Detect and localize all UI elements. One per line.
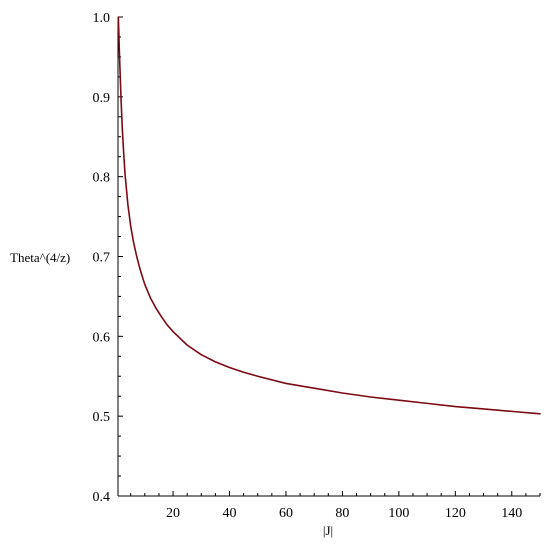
- series-line: [117, 16, 541, 415]
- y-tick-label: 0.6: [93, 330, 111, 345]
- x-tick-label: 120: [445, 506, 466, 521]
- y-tick-label: 0.7: [93, 251, 111, 266]
- series-layer: [117, 16, 541, 415]
- x-tick-label: 80: [335, 506, 349, 521]
- y-tick-label: 1.0: [93, 11, 111, 26]
- x-tick-label: 20: [166, 506, 180, 521]
- x-axis-label: |J|: [323, 523, 333, 538]
- x-tick-label: 140: [501, 506, 522, 521]
- y-tick-label: 0.9: [93, 91, 111, 106]
- x-tick-label: 60: [279, 506, 293, 521]
- y-tick-label: 0.5: [93, 410, 111, 425]
- y-tick-label: 0.8: [93, 171, 111, 186]
- x-tick-label: 100: [388, 506, 409, 521]
- y-tick-label: 0.4: [93, 490, 111, 505]
- x-tick-label: 40: [222, 506, 236, 521]
- y-axis-ticks: 0.4 0.5 0.6 0.7 0.8 0.9 1.0: [93, 11, 123, 505]
- y-axis-label: Theta^(4/z): [10, 250, 70, 265]
